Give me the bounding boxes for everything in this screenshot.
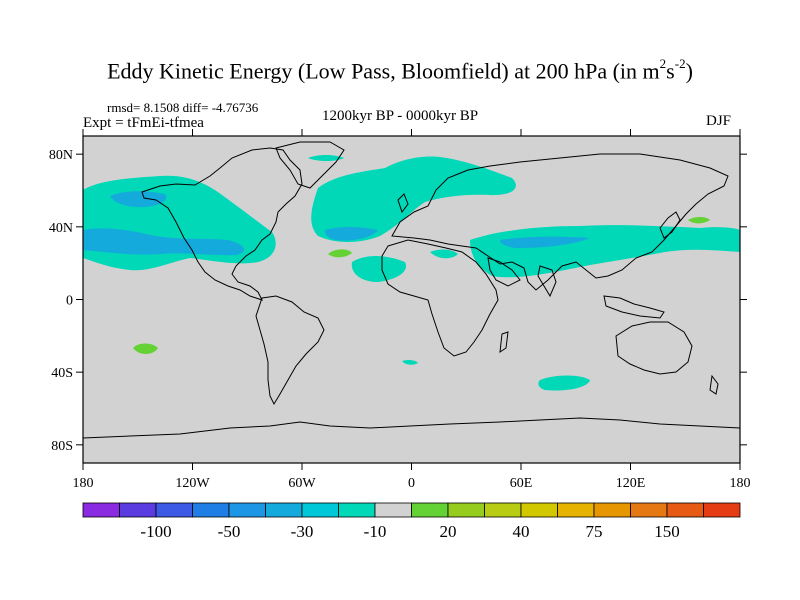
colorbar-swatch — [557, 502, 595, 518]
lon-tick-label: 180 — [73, 476, 94, 491]
map-title: Eddy Kinetic Energy (Low Pass, Bloomfiel… — [107, 56, 693, 84]
colorbar-label: 75 — [586, 522, 603, 541]
lon-tick-label: 0 — [408, 476, 415, 491]
colorbar-swatch — [228, 502, 266, 518]
coastline-japan — [659, 211, 681, 239]
coastline-africa — [381, 239, 499, 357]
colorbar-swatch — [192, 502, 230, 518]
contour-negative-pacific-core — [83, 228, 245, 256]
colorbar-swatch — [411, 502, 449, 518]
colorbar-swatch — [155, 502, 193, 518]
colorbar-swatch — [265, 502, 303, 518]
coastline-madagascar — [499, 331, 509, 354]
colorbar-swatch — [520, 502, 558, 518]
contour-positive-south-pacific — [133, 343, 158, 355]
contour-negative-south-indian — [538, 375, 590, 391]
colorbar-swatch — [630, 502, 668, 518]
colorbar-swatch — [82, 502, 120, 518]
coastline-arabia — [487, 257, 521, 287]
colorbar-swatch — [593, 502, 631, 518]
coastline-india — [537, 265, 557, 298]
lat-tick-label: 80N — [49, 148, 73, 163]
contour-negative-atlantic-core — [324, 227, 378, 241]
colorbar-swatch — [301, 502, 339, 518]
lon-tick-label: 60E — [510, 476, 533, 491]
colorbar-swatch — [374, 502, 412, 518]
colorbar-swatch — [666, 502, 704, 518]
lon-tick-label: 180 — [730, 476, 751, 491]
coastline-eurasia — [391, 153, 729, 291]
coastline-uk — [397, 193, 409, 214]
contour-negative-pacific-core2 — [110, 191, 167, 208]
colorbar-label: -30 — [291, 522, 314, 541]
colorbar-swatch — [119, 502, 157, 518]
lat-tick-label: 80S — [51, 439, 73, 454]
colorbar-label: 150 — [654, 522, 680, 541]
season-label: DJF — [706, 113, 732, 129]
colorbar-label: -10 — [364, 522, 387, 541]
lat-tick-label: 0 — [66, 294, 73, 309]
colorbar-label: -100 — [140, 522, 171, 541]
coastline-south-america — [255, 295, 325, 406]
colorbar-label: 20 — [440, 522, 457, 541]
colorbar-label: -50 — [218, 522, 241, 541]
contour-positive-pacific-west — [688, 217, 710, 224]
colorbar-label: 40 — [513, 522, 530, 541]
period-label: 1200kyr BP - 0000kyr BP — [321, 108, 479, 124]
contour-negative-asia-core — [500, 236, 590, 248]
contour-negative-south-atlantic — [402, 359, 418, 365]
anomaly-contours — [83, 155, 740, 391]
coastline-antarctica — [83, 417, 740, 439]
contour-positive-atlantic — [328, 249, 352, 258]
lat-tick-label: 40S — [51, 366, 73, 381]
colorbar-swatch — [703, 502, 741, 518]
stats-text: rmsd= 8.1508 diff= -4.76736 — [107, 100, 259, 115]
lon-tick-label: 120W — [175, 476, 210, 491]
colorbar-swatch — [338, 502, 376, 518]
coastline-australia — [615, 321, 693, 375]
lon-tick-label: 60W — [288, 476, 316, 491]
lat-tick-label: 40N — [49, 221, 73, 236]
colorbar-swatch — [447, 502, 485, 518]
contour-negative-med — [430, 249, 458, 259]
coastline-indonesia — [603, 295, 665, 319]
coastlines — [83, 141, 740, 439]
experiment-label: Expt = tFmEi-tfmea — [83, 115, 204, 131]
colorbar: -100 -50 -30 -10 20 40 75 150 — [82, 502, 741, 541]
coastline-north-america — [141, 147, 303, 301]
contour-negative-arctic — [308, 155, 344, 161]
lon-tick-label: 120E — [616, 476, 646, 491]
contour-negative-atlantic — [311, 156, 516, 242]
contour-negative-mideast — [351, 256, 407, 282]
colorbar-swatch — [484, 502, 522, 518]
coastline-greenland — [275, 141, 345, 189]
coastline-new-zealand — [709, 374, 719, 395]
axis-ticks: 180 120W 60W 0 60E 120E 180 80N 40N 0 40S 80S — [49, 129, 751, 491]
